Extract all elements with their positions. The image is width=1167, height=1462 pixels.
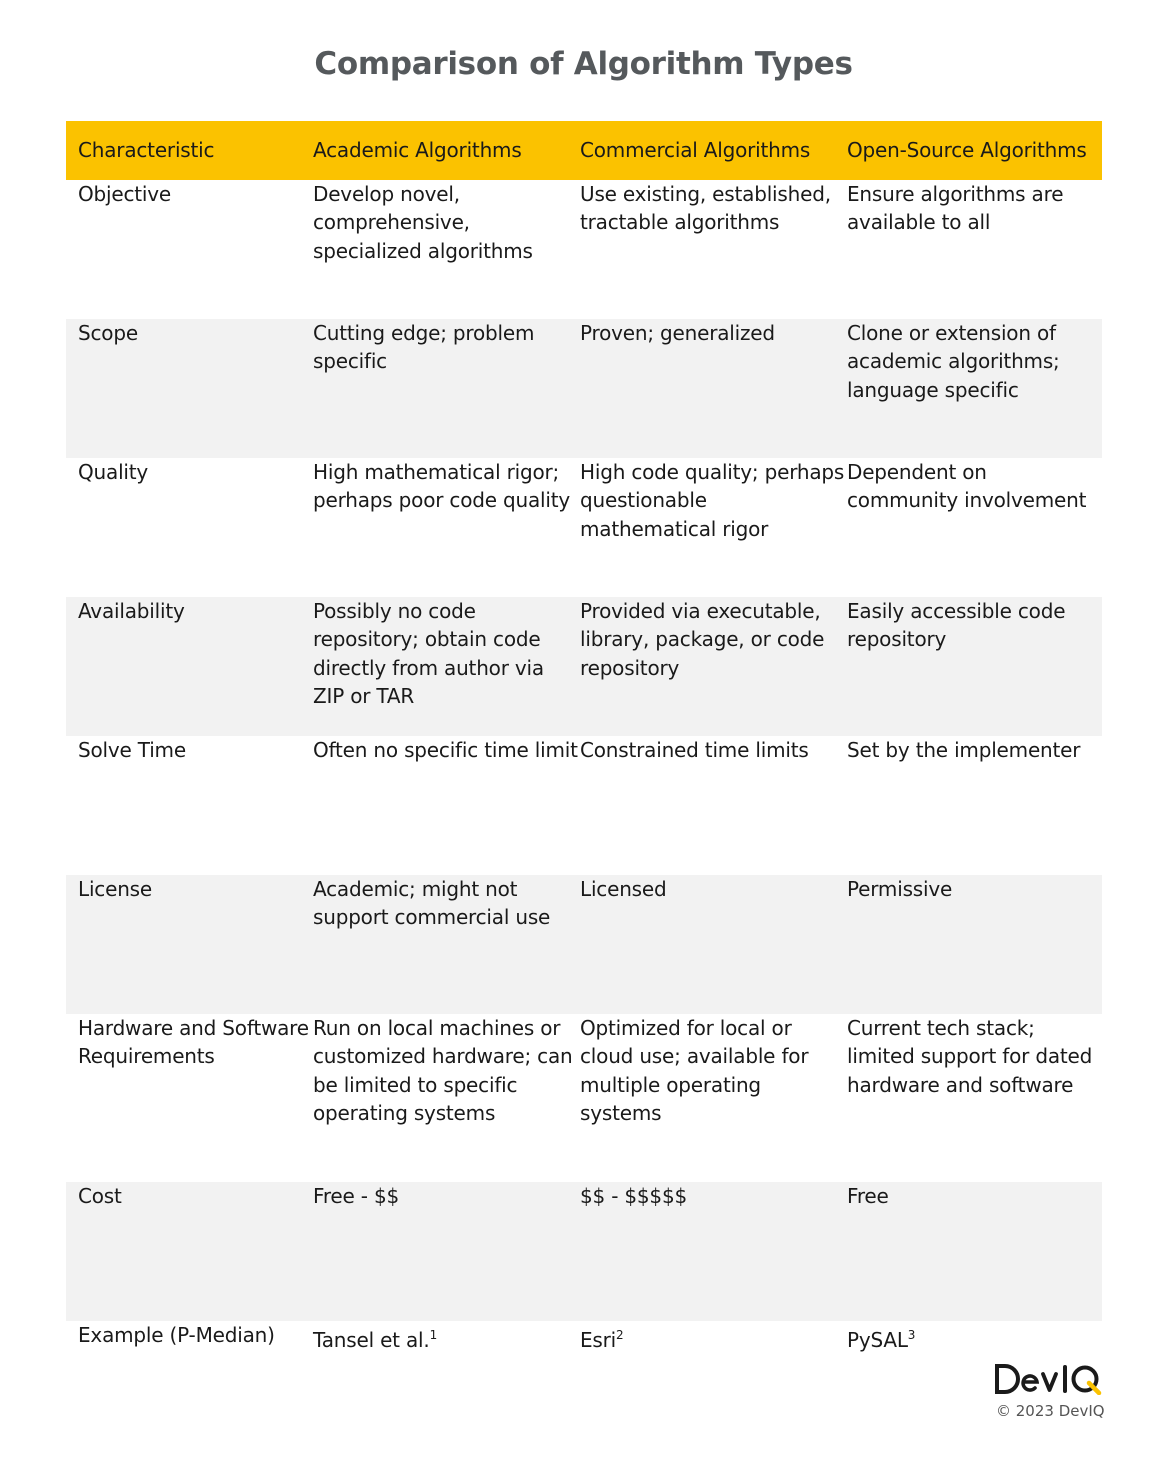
table-row-availability: Availability Possibly no code repository… (66, 597, 1102, 736)
footnote-ref-2: 2 (616, 1328, 624, 1342)
cell-open-source: Permissive (847, 877, 953, 901)
table-row-example: Example (P-Median) Tansel et al.1 Esri2 … (66, 1321, 1102, 1381)
cell-open-source: Clone or extension of academic algorithm… (847, 321, 1060, 402)
cell-open-source: Dependent on community involvement (847, 460, 1087, 513)
cell-open-source: Easily accessible code repository (847, 599, 1066, 652)
copyright-text: © 2023 DevIQ (996, 1402, 1105, 1420)
cell-open-source: Free (847, 1184, 889, 1208)
row-label: Availability (78, 599, 185, 623)
cell-commercial: Proven; generalized (580, 321, 775, 345)
column-header-characteristic: Characteristic (78, 138, 215, 163)
example-academic: Tansel et al. (313, 1328, 430, 1352)
table-row-cost: Cost Free - $$ $$ - $$$$$ Free (66, 1182, 1102, 1321)
table-row-scope: Scope Cutting edge; problem specific Pro… (66, 319, 1102, 458)
table-row-license: License Academic; might not support comm… (66, 875, 1102, 1014)
comparison-table: Characteristic Academic Algorithms Comme… (66, 121, 1102, 1381)
cell-open-source: Current tech stack; limited support for … (847, 1016, 1093, 1097)
row-label: Cost (78, 1184, 122, 1208)
cell-academic: Develop novel, comprehensive, specialize… (313, 182, 533, 263)
cell-commercial: $$ - $$$$$ (580, 1184, 688, 1208)
row-label: Scope (78, 321, 138, 345)
cell-academic: Free - $$ (313, 1184, 400, 1208)
table-row-objective: Objective Develop novel, comprehensive, … (66, 180, 1102, 319)
cell-commercial: Licensed (580, 877, 667, 901)
table-row-hardware-software: Hardware and Software Requirements Run o… (66, 1014, 1102, 1182)
cell-academic: Often no specific time limit (313, 738, 578, 762)
cell-commercial: Esri2 (580, 1321, 847, 1354)
cell-academic: Possibly no code repository; obtain code… (313, 599, 544, 709)
cell-commercial: High code quality; perhaps questionable … (580, 460, 845, 541)
table-row-solve-time: Solve Time Often no specific time limit … (66, 736, 1102, 875)
row-label: Objective (78, 182, 172, 206)
row-label: Quality (78, 460, 149, 484)
page-title: Comparison of Algorithm Types (314, 46, 853, 82)
footnote-ref-3: 3 (907, 1328, 916, 1342)
deviq-logo-icon (995, 1364, 1102, 1395)
cell-academic: High mathematical rigor; perhaps poor co… (313, 460, 571, 513)
row-label: License (78, 877, 153, 901)
table-row-quality: Quality High mathematical rigor; perhaps… (66, 458, 1102, 597)
column-header-open-source: Open-Source Algorithms (847, 138, 1087, 163)
example-open-source: PySAL (847, 1328, 908, 1352)
cell-academic: Academic; might not support commercial u… (313, 877, 551, 930)
table-header: Characteristic Academic Algorithms Comme… (66, 121, 1102, 180)
cell-open-source: Set by the implementer (847, 738, 1081, 762)
cell-commercial: Use existing, established, tractable alg… (580, 182, 831, 235)
column-header-commercial: Commercial Algorithms (580, 138, 811, 163)
cell-commercial: Constrained time limits (580, 738, 809, 762)
cell-commercial: Provided via executable, library, packag… (580, 599, 825, 680)
row-label: Example (P-Median) (78, 1323, 275, 1347)
cell-open-source: PySAL3 (847, 1321, 1102, 1354)
column-header-academic: Academic Algorithms (313, 138, 522, 163)
cell-academic: Cutting edge; problem specific (313, 321, 535, 374)
cell-academic: Tansel et al.1 (313, 1321, 580, 1354)
cell-commercial: Optimized for local or cloud use; availa… (580, 1016, 809, 1126)
example-commercial: Esri (580, 1328, 617, 1352)
row-label: Solve Time (78, 738, 186, 762)
cell-open-source: Ensure algorithms are available to all (847, 182, 1064, 235)
row-label: Hardware and Software Requirements (78, 1016, 309, 1069)
footnote-ref-1: 1 (429, 1328, 438, 1342)
cell-academic: Run on local machines or customized hard… (313, 1016, 573, 1126)
